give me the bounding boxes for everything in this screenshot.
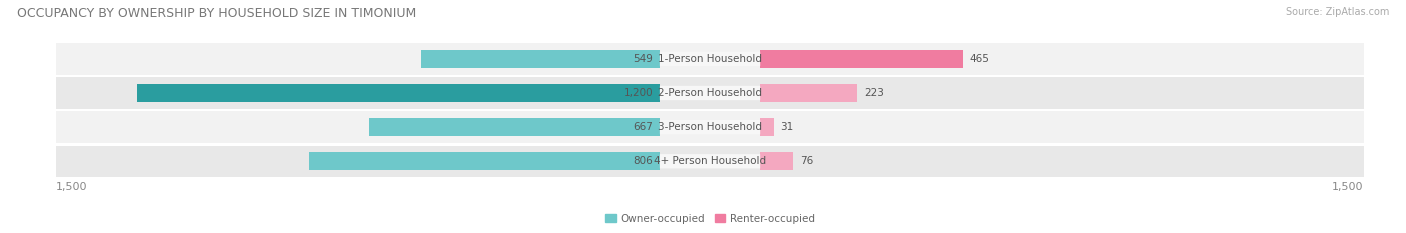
Bar [56, 77, 1364, 109]
Bar [761, 152, 793, 171]
Text: OCCUPANCY BY OWNERSHIP BY HOUSEHOLD SIZE IN TIMONIUM: OCCUPANCY BY OWNERSHIP BY HOUSEHOLD SIZE… [17, 7, 416, 20]
Text: 549: 549 [634, 54, 654, 64]
Text: 31: 31 [780, 122, 793, 132]
Text: 1-Person Household: 1-Person Household [658, 54, 762, 64]
Bar [136, 84, 659, 102]
Bar [761, 118, 773, 136]
FancyBboxPatch shape [659, 52, 761, 66]
Text: 1,200: 1,200 [624, 88, 654, 98]
Text: 3-Person Household: 3-Person Household [658, 122, 762, 132]
Bar [56, 146, 1364, 177]
Bar [761, 84, 858, 102]
Text: 806: 806 [634, 156, 654, 166]
Bar [56, 43, 1364, 75]
Text: 465: 465 [969, 54, 990, 64]
Text: 1,500: 1,500 [1333, 182, 1364, 192]
Bar [761, 50, 963, 68]
Text: 667: 667 [634, 122, 654, 132]
FancyBboxPatch shape [659, 154, 761, 168]
Legend: Owner-occupied, Renter-occupied: Owner-occupied, Renter-occupied [602, 209, 818, 228]
Text: 76: 76 [800, 156, 813, 166]
Text: 223: 223 [863, 88, 884, 98]
Text: 1,500: 1,500 [56, 182, 87, 192]
Bar [370, 118, 659, 136]
Bar [420, 50, 659, 68]
Text: 2-Person Household: 2-Person Household [658, 88, 762, 98]
Text: 4+ Person Household: 4+ Person Household [654, 156, 766, 166]
FancyBboxPatch shape [659, 120, 761, 134]
Bar [308, 152, 659, 171]
Text: Source: ZipAtlas.com: Source: ZipAtlas.com [1285, 7, 1389, 17]
Bar [56, 111, 1364, 143]
FancyBboxPatch shape [659, 86, 761, 100]
